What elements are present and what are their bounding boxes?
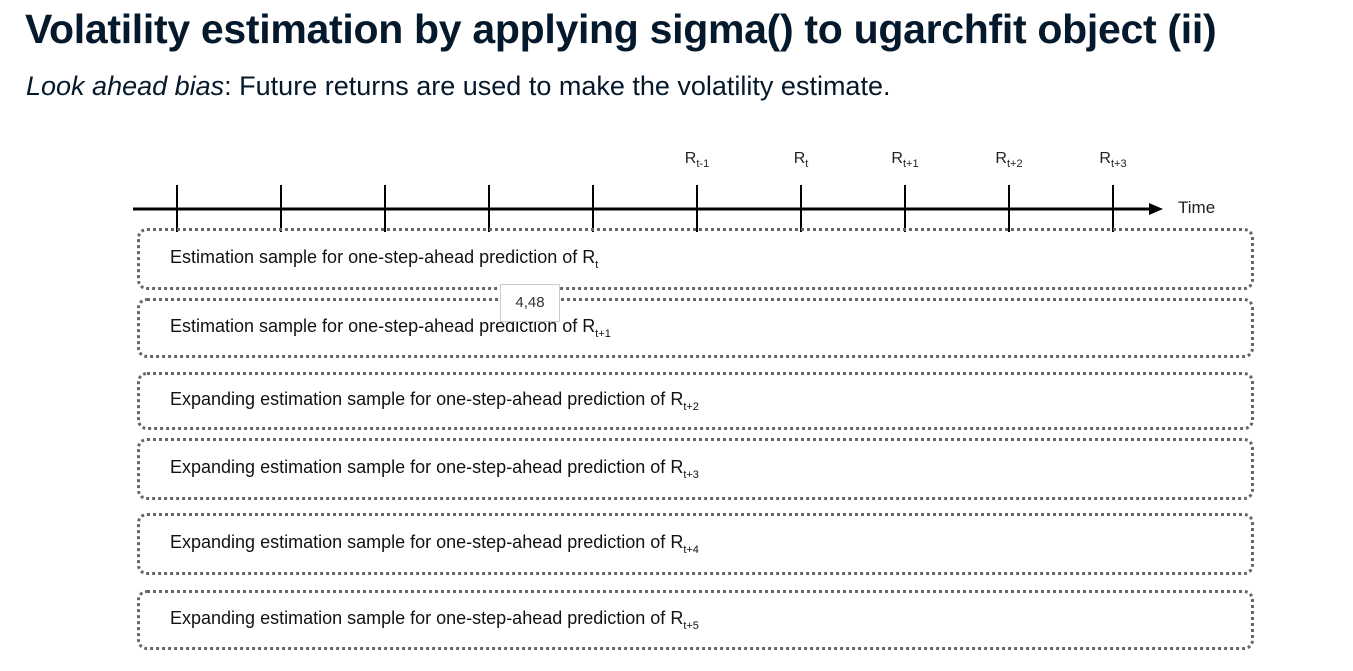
r-base: R — [891, 150, 903, 167]
r-base: R — [1099, 150, 1111, 167]
box-text: Expanding estimation sample for one-step… — [170, 457, 699, 481]
timeline-axis — [133, 185, 1163, 232]
diagram: Time Rt-1 Rt Rt+1 Rt+2 Rt+3 Estimation sample… — [123, 140, 1272, 665]
box-label: Expanding estimation sample for one-step… — [170, 608, 666, 629]
r-base: R — [670, 389, 684, 410]
time-label: Rt+2 — [995, 150, 1022, 170]
subtitle-text: : Future returns are used to make the vo… — [224, 71, 891, 101]
r-subscript: t+2 — [683, 400, 699, 413]
time-label: Rt+1 — [891, 150, 918, 170]
r-base: R — [793, 150, 806, 167]
r-subscript: t — [595, 258, 599, 271]
r-subscript: t — [805, 158, 809, 171]
r-base: R — [670, 457, 684, 478]
box-text: Expanding estimation sample for one-step… — [170, 532, 699, 556]
box-label: Expanding estimation sample for one-step… — [170, 389, 666, 410]
box-label: Estimation sample for one-step-ahead pre… — [170, 316, 578, 337]
subtitle: Look ahead bias: Future returns are used… — [26, 71, 890, 102]
r-subscript: t+3 — [683, 468, 699, 481]
r-subscript: t+1 — [902, 158, 919, 171]
time-label: Rt-1 — [685, 150, 709, 170]
r-base: R — [670, 532, 684, 553]
r-base: R — [995, 150, 1007, 167]
r-subscript: t+1 — [595, 327, 611, 340]
r-base: R — [670, 608, 684, 629]
box-label: Expanding estimation sample for one-step… — [170, 457, 666, 478]
sample-box: Estimation sample for one-step-ahead pre… — [137, 228, 1254, 290]
box-text: Estimation sample for one-step-ahead pre… — [170, 316, 611, 340]
axis-label: Time — [1178, 198, 1216, 217]
tooltip: 4,48 — [500, 284, 560, 322]
subtitle-emphasis: Look ahead bias — [26, 71, 225, 101]
sample-box: Expanding estimation sample for one-step… — [137, 513, 1254, 575]
sample-box: Expanding estimation sample for one-step… — [137, 372, 1254, 430]
title: Volatility estimation by applying sigma(… — [25, 6, 1217, 52]
r-subscript: t+5 — [683, 619, 699, 632]
axis-arrow — [1149, 203, 1163, 215]
box-label: Expanding estimation sample for one-step… — [170, 532, 666, 553]
box-label: Estimation sample for one-step-ahead pre… — [170, 247, 578, 268]
r-base: R — [582, 316, 596, 337]
time-label: Rt+3 — [1099, 150, 1126, 170]
r-base: R — [684, 150, 697, 167]
r-subscript: t-1 — [696, 158, 710, 171]
time-label: Rt — [794, 150, 809, 170]
sample-box: Expanding estimation sample for one-step… — [137, 590, 1254, 650]
sample-box: Estimation sample for one-step-ahead pre… — [137, 298, 1254, 358]
r-subscript: t+2 — [1006, 158, 1023, 171]
sample-box: Expanding estimation sample for one-step… — [137, 438, 1254, 500]
r-subscript: t+3 — [1110, 158, 1127, 171]
box-text: Expanding estimation sample for one-step… — [170, 389, 699, 413]
box-text: Expanding estimation sample for one-step… — [170, 608, 699, 632]
r-base: R — [582, 247, 596, 268]
r-subscript: t+4 — [683, 543, 699, 556]
box-text: Estimation sample for one-step-ahead pre… — [170, 247, 598, 271]
